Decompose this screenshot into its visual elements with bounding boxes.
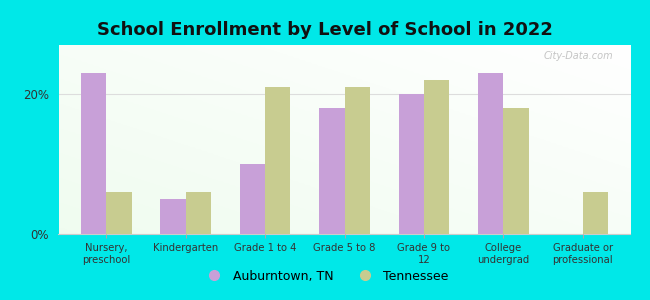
Bar: [398, 94, 424, 234]
Text: City-Data.com: City-Data.com: [543, 51, 614, 61]
Bar: [478, 73, 503, 234]
Bar: [583, 192, 608, 234]
Bar: [186, 192, 211, 234]
Bar: [81, 73, 106, 234]
Bar: [265, 87, 291, 234]
Bar: [160, 199, 186, 234]
Bar: [240, 164, 265, 234]
Text: School Enrollment by Level of School in 2022: School Enrollment by Level of School in …: [97, 21, 553, 39]
Bar: [344, 87, 370, 234]
Legend: Auburntown, TN, Tennessee: Auburntown, TN, Tennessee: [196, 265, 454, 288]
Bar: [106, 192, 131, 234]
Bar: [319, 108, 344, 234]
Bar: [503, 108, 529, 234]
Bar: [424, 80, 449, 234]
